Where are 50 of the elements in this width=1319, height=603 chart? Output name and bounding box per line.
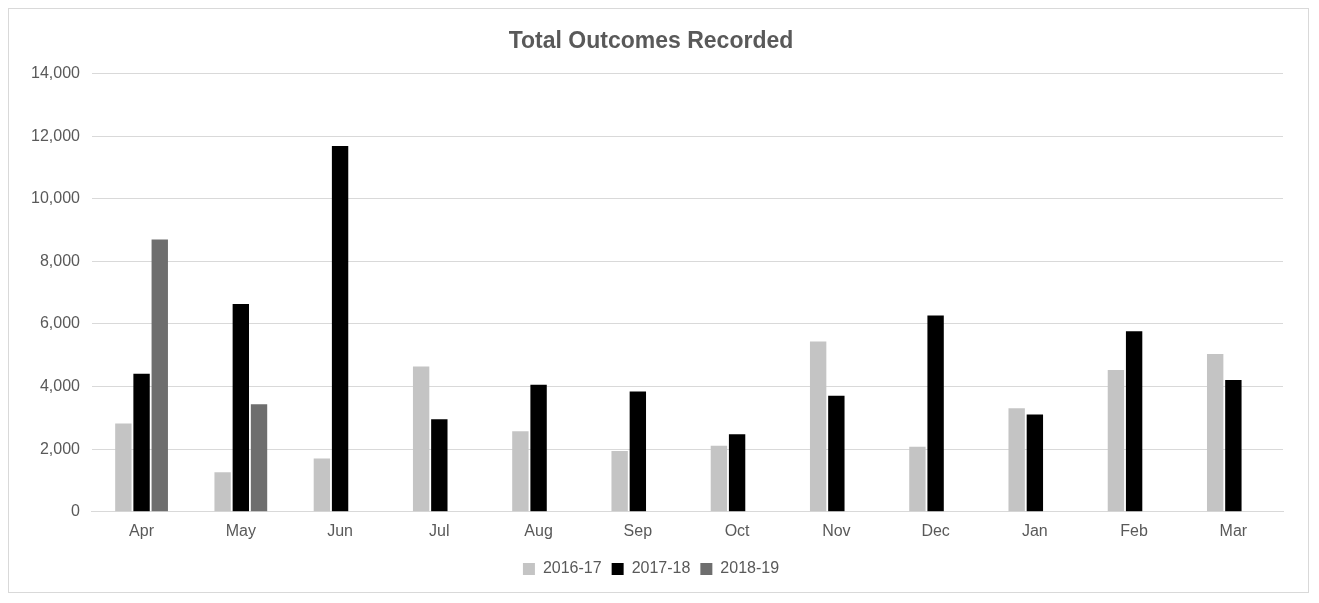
bar [232, 303, 250, 512]
bar [151, 239, 168, 512]
bar [710, 445, 728, 512]
x-tick-label: Jul [429, 521, 450, 539]
bar [133, 373, 150, 512]
bar [412, 366, 430, 512]
chart-title: Total Outcomes Recorded [508, 27, 794, 54]
x-tick-label: Jan [1021, 521, 1048, 539]
y-tick-label: 12,000 [31, 126, 81, 144]
y-tick-label: 0 [71, 502, 81, 520]
bar [1107, 370, 1125, 512]
x-tick-label: May [225, 521, 256, 539]
legend-label: 2018-19 [720, 559, 780, 577]
x-tick-label: Oct [724, 521, 751, 539]
x-tick-label: Jun [327, 521, 353, 539]
x-tick-label: Aug [524, 521, 553, 539]
bar [1206, 354, 1224, 512]
x-tick-label: Apr [129, 521, 155, 539]
bar [512, 431, 529, 512]
bar [1125, 331, 1143, 512]
legend-label: 2017-18 [631, 559, 691, 577]
bar [313, 458, 331, 512]
bar [809, 341, 827, 512]
bar [828, 395, 845, 512]
bar [250, 404, 268, 512]
bar [611, 451, 628, 512]
legend-label: 2016-17 [542, 559, 602, 577]
x-tick-label: Mar [1219, 521, 1248, 539]
x-tick-label: Nov [822, 521, 851, 539]
y-tick-label: 10,000 [31, 189, 81, 207]
bar [530, 384, 547, 512]
y-tick-label: 2,000 [39, 439, 81, 457]
y-tick-label: 8,000 [39, 251, 81, 269]
bar [909, 446, 926, 512]
y-tick-label: 14,000 [31, 64, 81, 82]
bar [115, 423, 132, 512]
x-tick-label: Feb [1120, 521, 1148, 539]
y-tick-label: 4,000 [39, 377, 81, 395]
bar [728, 434, 746, 512]
bar [331, 145, 349, 512]
bar [214, 472, 231, 512]
bar [1008, 408, 1025, 512]
y-tick-label: 6,000 [39, 314, 81, 332]
bar [1026, 414, 1044, 512]
bar [629, 391, 647, 512]
bar [927, 315, 944, 512]
x-tick-label: Sep [623, 521, 653, 539]
bar [1225, 380, 1242, 512]
x-tick-label: Dec [921, 521, 950, 539]
bar [431, 419, 448, 512]
